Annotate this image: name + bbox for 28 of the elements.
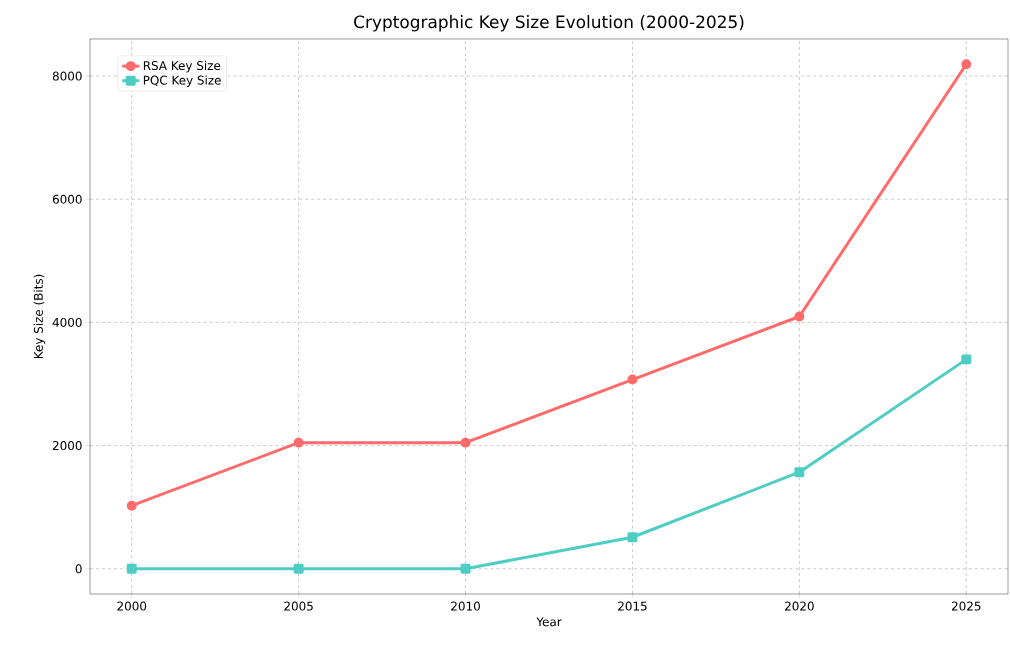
point <box>627 532 638 543</box>
y-tick-label: 0 <box>75 564 82 574</box>
point <box>460 437 471 448</box>
x-tick-label: 2025 <box>951 601 981 611</box>
chart-title: Cryptographic Key Size Evolution (2000-2025) <box>354 15 744 32</box>
x-tick-label: 2005 <box>284 601 313 611</box>
x-tick-label: 2010 <box>451 601 480 611</box>
x-tick-label: 2000 <box>117 601 147 611</box>
legend-label: RSA Key Size <box>143 60 221 73</box>
point <box>460 563 471 574</box>
point <box>794 311 805 322</box>
point <box>961 354 972 365</box>
x-axis-title: Year <box>536 617 562 627</box>
x-tick-label: 2020 <box>785 601 814 611</box>
y-tick-label: 6000 <box>52 194 82 204</box>
y-axis-title: Key Size (Bits) <box>33 274 46 359</box>
point <box>126 563 137 574</box>
point <box>627 374 638 385</box>
point <box>794 467 805 478</box>
point <box>293 437 304 448</box>
point <box>293 563 304 574</box>
y-tick-label: 8000 <box>52 71 82 81</box>
point <box>961 59 972 70</box>
point <box>126 500 137 511</box>
y-tick-label: 2000 <box>52 441 82 451</box>
y-tick-label: 4000 <box>52 317 82 327</box>
legend-label: PQC Key Size <box>143 75 221 87</box>
x-tick-label: 2015 <box>618 601 647 611</box>
